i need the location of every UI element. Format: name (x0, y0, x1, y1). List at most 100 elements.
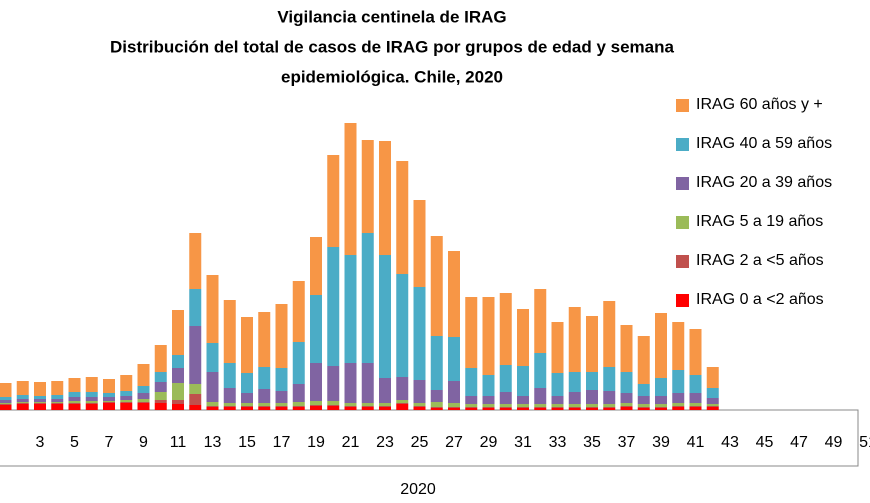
bar-segment (637, 407, 650, 408)
bar-segment (292, 281, 305, 342)
bar-segment (534, 407, 547, 408)
x-tick-label: 7 (105, 434, 114, 451)
x-tick-label: 49 (825, 434, 843, 451)
bar-segment (34, 404, 46, 410)
bar-segment (85, 377, 98, 392)
bar-segment (396, 161, 409, 274)
x-tick-label: 13 (204, 434, 222, 451)
chart-subtitle: epidemiológica. Chile, 2020 (281, 67, 503, 86)
bar-segment (603, 408, 616, 410)
bar-segment (706, 407, 719, 410)
bar-segment (499, 392, 512, 404)
bar-segment (172, 355, 184, 368)
bar-segment (310, 363, 322, 401)
bar-segment (551, 322, 564, 373)
bar-segment (85, 403, 98, 404)
bar-segment (517, 408, 529, 410)
bar-segment (0, 383, 12, 397)
bar-segment (655, 313, 667, 378)
x-tick-label: 5 (70, 434, 79, 451)
bar-segment (482, 408, 495, 410)
bar-segment (154, 345, 167, 372)
legend-swatch (676, 294, 689, 307)
bar-segment (241, 406, 253, 407)
bar-segment (137, 393, 150, 399)
bar-segment (689, 329, 702, 375)
bar-segment (344, 406, 357, 407)
bar-segment (292, 402, 305, 406)
x-tick-label: 35 (583, 434, 601, 451)
bar-segment (637, 408, 650, 410)
bar-segment (672, 370, 685, 393)
bar-segment (85, 397, 98, 401)
bar-segment (482, 407, 495, 408)
bar-segment (637, 404, 650, 407)
bar-segment (0, 403, 12, 404)
bar-segment (34, 396, 46, 399)
bar-segment (0, 400, 12, 403)
bar-segment (706, 398, 719, 404)
bar-segment (327, 401, 340, 405)
bar-segment (16, 381, 29, 395)
bar-segment (655, 378, 667, 396)
bar-segment (586, 408, 598, 410)
bar-segment (172, 383, 184, 400)
bar-segment (689, 375, 702, 393)
x-axis-label: 2020 (400, 481, 436, 498)
bar-segment (655, 404, 667, 407)
x-tick-label: 9 (139, 434, 148, 451)
bar-segment (396, 404, 409, 410)
bar-segment (206, 407, 219, 410)
bar-segment (16, 404, 29, 410)
bar-segment (344, 123, 357, 255)
x-tick-label: 21 (342, 434, 360, 451)
bar-segment (568, 408, 581, 410)
bar-segment (223, 407, 236, 410)
bar-segment (551, 373, 564, 396)
bar-segment (706, 406, 719, 407)
bar-segment (379, 407, 391, 410)
bar-segment (275, 406, 288, 407)
bar-segment (34, 399, 46, 402)
bar-segment (258, 367, 271, 389)
x-tick-label: 31 (514, 434, 532, 451)
bar-segment (637, 384, 650, 396)
bar-segment (310, 406, 322, 410)
bar-segment (551, 407, 564, 408)
bar-segment (448, 337, 460, 381)
bar-segment (568, 392, 581, 404)
bar-segment (51, 395, 64, 399)
bar-segment (499, 407, 512, 408)
bar-segment (344, 255, 357, 363)
bar-segment (16, 395, 29, 399)
bar-segment (51, 381, 64, 395)
bar-segment (16, 399, 29, 402)
x-tick-label: 51 (859, 434, 870, 451)
x-tick-label: 43 (721, 434, 739, 451)
bar-segment (568, 404, 581, 407)
bar-segment (603, 391, 616, 404)
bar-segment (275, 368, 288, 391)
bar-segment (534, 404, 547, 407)
bar-segment (413, 200, 426, 287)
bar-segment (413, 287, 426, 380)
bar-segment (154, 372, 167, 382)
bar-segment (482, 404, 495, 407)
bar-segment (103, 401, 115, 402)
bar-segment (68, 403, 81, 404)
bar-segment (499, 408, 512, 410)
bar-segment (258, 312, 271, 367)
bar-segment (103, 379, 115, 393)
bar-segment (499, 365, 512, 392)
bar-segment (154, 400, 167, 403)
bar-segment (551, 408, 564, 410)
bar-segment (361, 406, 374, 407)
bar-segment (327, 366, 340, 401)
bar-segment (241, 317, 253, 373)
bar-segment (586, 372, 598, 390)
bar-segment (396, 400, 409, 403)
bar-segment (517, 366, 529, 396)
bar-segment (172, 404, 184, 410)
bar-segment (258, 407, 271, 410)
bar-segment (85, 404, 98, 410)
